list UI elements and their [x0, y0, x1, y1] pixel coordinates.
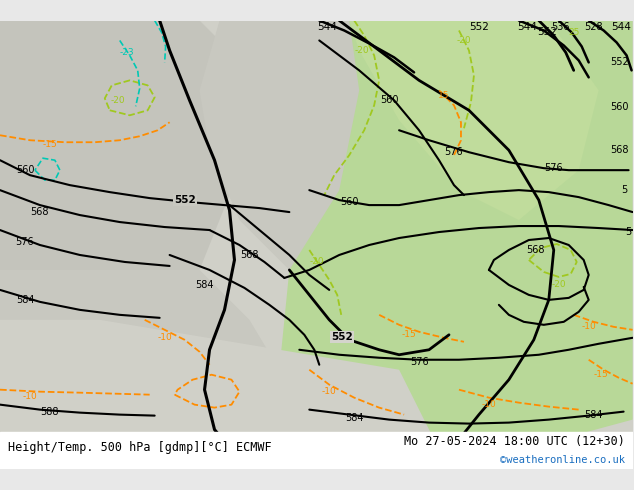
Text: 568: 568: [240, 250, 259, 260]
Text: -20: -20: [456, 36, 471, 45]
Text: 584: 584: [585, 410, 603, 419]
Text: 5: 5: [626, 227, 631, 237]
Text: 552: 552: [610, 57, 628, 68]
Polygon shape: [280, 21, 633, 469]
Text: -10: -10: [23, 392, 37, 401]
Text: 584: 584: [16, 295, 34, 305]
Text: 552: 552: [174, 195, 195, 205]
Text: -20: -20: [110, 96, 125, 105]
Text: 588: 588: [360, 460, 378, 469]
Text: 576: 576: [410, 357, 429, 367]
Text: 528: 528: [585, 23, 603, 32]
Text: -10: -10: [581, 322, 596, 331]
Text: 536: 536: [552, 23, 570, 32]
Text: 552: 552: [537, 27, 557, 37]
Text: 576: 576: [16, 237, 34, 247]
Text: 544: 544: [318, 23, 337, 32]
Text: 560: 560: [340, 197, 358, 207]
Text: Height/Temp. 500 hPa [gdmp][°C] ECMWF: Height/Temp. 500 hPa [gdmp][°C] ECMWF: [8, 441, 271, 454]
Text: -20: -20: [552, 280, 566, 290]
Text: 584: 584: [345, 413, 363, 422]
Text: Mo 27-05-2024 18:00 UTC (12+30): Mo 27-05-2024 18:00 UTC (12+30): [404, 435, 624, 448]
Text: 5: 5: [621, 185, 628, 195]
Text: -10: -10: [482, 400, 496, 409]
Text: -15: -15: [42, 140, 57, 149]
Text: ©weatheronline.co.uk: ©weatheronline.co.uk: [500, 455, 624, 465]
Text: 568: 568: [30, 207, 49, 217]
Polygon shape: [349, 21, 598, 220]
Text: 544: 544: [517, 23, 537, 32]
Text: -15: -15: [402, 330, 417, 339]
Text: 588: 588: [216, 444, 234, 455]
Polygon shape: [0, 270, 280, 419]
Polygon shape: [200, 21, 359, 270]
Text: 560: 560: [16, 165, 34, 175]
Polygon shape: [0, 320, 449, 469]
Text: 15: 15: [438, 91, 450, 100]
Text: 552: 552: [332, 332, 353, 342]
Text: -23: -23: [119, 48, 134, 57]
Text: -15: -15: [593, 370, 608, 379]
Text: 25: 25: [568, 28, 579, 37]
Text: 576: 576: [545, 163, 563, 173]
Text: 560: 560: [380, 96, 398, 105]
Text: 576: 576: [444, 147, 463, 157]
Text: 588: 588: [41, 407, 59, 416]
Text: 568: 568: [527, 245, 545, 255]
Text: 552: 552: [469, 23, 489, 32]
Text: 568: 568: [610, 145, 628, 155]
Text: -10: -10: [322, 387, 337, 396]
Polygon shape: [0, 21, 249, 469]
Bar: [0, 432, 633, 469]
Text: 584: 584: [195, 280, 214, 290]
Text: 544: 544: [612, 23, 631, 32]
Text: 560: 560: [610, 102, 628, 112]
Text: -10: -10: [157, 333, 172, 343]
Text: -20: -20: [310, 257, 325, 267]
Text: -20: -20: [355, 46, 370, 55]
